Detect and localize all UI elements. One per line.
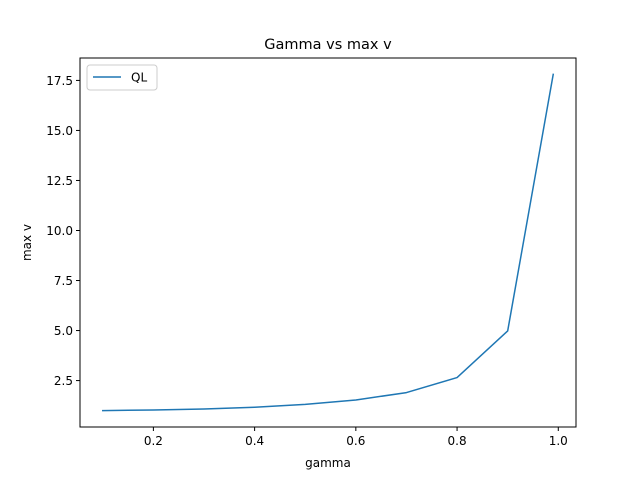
axes-frame xyxy=(79,57,577,428)
y-tick-label: 2.5 xyxy=(54,374,73,388)
chart-title: Gamma vs max v xyxy=(264,37,392,53)
y-tick-label: 12.5 xyxy=(46,174,73,188)
series-line-ql xyxy=(102,73,555,412)
x-axis-ticks: 0.2 0.4 0.6 0.8 1.0 xyxy=(144,427,568,448)
plot-area: 0.2 0.4 0.6 0.8 1.0 2.5 5.0 7.5 10.0 12.5 15.0 17.… xyxy=(46,57,577,448)
y-axis-label: max v xyxy=(20,224,34,261)
y-axis-ticks: 2.5 5.0 7.5 10.0 12.5 15.0 17.5 xyxy=(46,74,80,388)
y-tick-label: 7.5 xyxy=(54,274,73,288)
series-layer xyxy=(102,73,555,412)
x-axis-label: gamma xyxy=(305,456,351,470)
legend: QL xyxy=(86,64,158,91)
legend-label-ql: QL xyxy=(131,71,147,85)
legend-frame xyxy=(86,64,158,91)
y-tick-label: 5.0 xyxy=(54,324,73,338)
y-tick-label: 17.5 xyxy=(46,74,73,88)
x-tick-label: 0.8 xyxy=(448,434,467,448)
y-tick-label: 15.0 xyxy=(46,124,73,138)
y-tick-label: 10.0 xyxy=(46,224,73,238)
x-tick-label: 0.2 xyxy=(144,434,163,448)
x-tick-label: 0.4 xyxy=(245,434,264,448)
x-tick-label: 1.0 xyxy=(549,434,568,448)
x-tick-label: 0.6 xyxy=(346,434,365,448)
